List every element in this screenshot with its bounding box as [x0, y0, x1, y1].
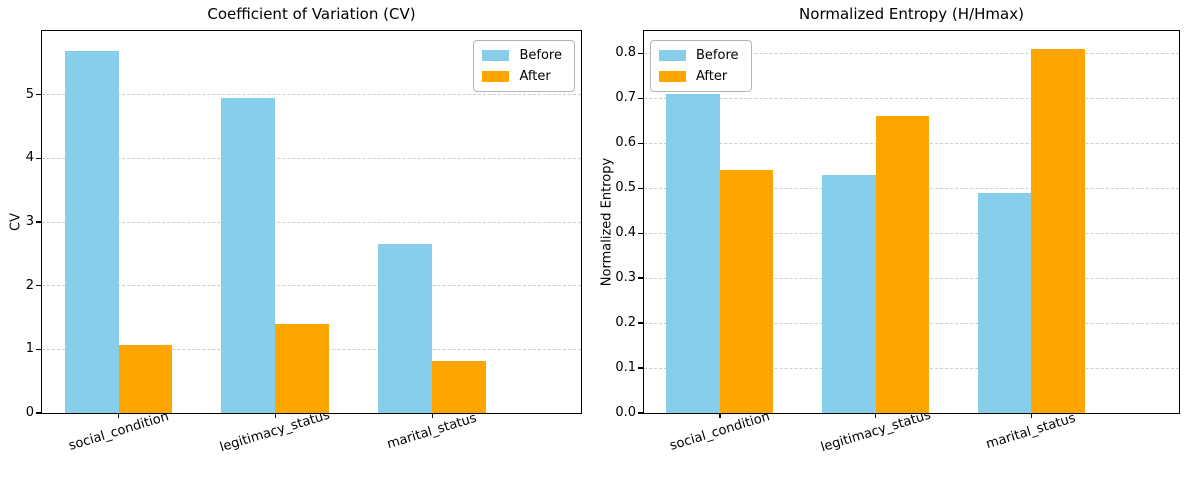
legend-swatch-after — [659, 71, 686, 82]
bar-before-legitimacy_status — [822, 174, 876, 413]
legend-item: Before — [482, 48, 562, 63]
legend-item: Before — [659, 48, 739, 63]
y-tick-mark — [36, 93, 41, 96]
y-tick-label: 0.7 — [615, 90, 636, 106]
bar-after-legitimacy_status — [875, 116, 930, 413]
y-tick-label: 0.5 — [615, 180, 636, 196]
bar-before-marital_status — [977, 192, 1032, 413]
y-tick-label: 0.6 — [615, 135, 636, 151]
legend-label: After — [696, 69, 728, 84]
y-tick-mark — [638, 232, 643, 234]
y-tick-mark — [638, 97, 643, 100]
chart-title: Normalized Entropy (H/Hmax) — [799, 5, 1024, 23]
y-tick-mark — [638, 322, 643, 324]
gridline — [644, 52, 1179, 54]
y-tick-mark — [36, 284, 41, 287]
y-tick-mark — [638, 142, 643, 145]
legend-label: Before — [519, 48, 562, 63]
y-tick-label: 0.0 — [615, 405, 636, 420]
legend: Before After — [473, 40, 575, 92]
bar-before-marital_status — [378, 243, 433, 413]
y-tick-label: 4 — [25, 150, 34, 166]
gridline — [644, 97, 1179, 99]
x-tick-mark — [719, 413, 721, 418]
bar-after-legitimacy_status — [275, 323, 330, 413]
y-tick-mark — [36, 412, 41, 414]
chart-title: Coefficient of Variation (CV) — [207, 5, 416, 23]
legend-label: Before — [696, 48, 739, 63]
bar-after-social_condition — [118, 344, 173, 413]
x-tick-mark — [431, 413, 433, 418]
legend-swatch-after — [482, 71, 510, 82]
bar-before-legitimacy_status — [221, 97, 276, 413]
y-tick-mark — [36, 221, 41, 223]
y-tick-label: 0.1 — [615, 360, 636, 376]
y-tick-mark — [638, 52, 643, 55]
gridline — [42, 221, 581, 223]
x-tick-mark — [117, 413, 120, 418]
legend-swatch-before — [659, 50, 686, 61]
x-tick-mark — [274, 413, 277, 418]
bar-after-marital_status — [1031, 48, 1085, 413]
y-tick-mark — [638, 367, 643, 369]
bar-before-social_condition — [666, 93, 720, 413]
legend-item: After — [659, 69, 739, 84]
y-tick-label: 3 — [25, 214, 34, 229]
plot-area: 0 1 2 3 4 5 social_condition legitimacy_status m… — [26, 30, 582, 455]
y-tick-label: 0.2 — [615, 315, 636, 331]
y-tick-label: 2 — [25, 277, 34, 293]
legend-item: After — [482, 69, 562, 84]
y-tick-label: 1 — [25, 341, 34, 357]
bar-after-social_condition — [719, 170, 774, 413]
y-tick-mark — [638, 412, 643, 414]
plot-area: 0.0 0.1 0.2 0.3 0.4 0.5 0.6 0.7 0.8 social_condit… — [615, 30, 1180, 455]
gridline — [42, 285, 581, 287]
x-tick-mark — [1030, 413, 1033, 418]
y-tick-mark — [638, 187, 643, 189]
legend: Before After — [650, 40, 752, 92]
y-tick-label: 0.4 — [615, 225, 636, 241]
x-tick-mark — [874, 413, 877, 418]
y-tick-mark — [36, 157, 41, 160]
gridline — [42, 157, 581, 159]
bar-before-social_condition — [64, 51, 119, 413]
y-tick-mark — [638, 277, 643, 279]
legend-swatch-before — [482, 50, 510, 61]
y-tick-label: 0.8 — [615, 45, 636, 61]
y-tick-label: 5 — [25, 86, 34, 102]
y-axis-label: Normalized Entropy — [599, 157, 615, 287]
y-tick-label: 0 — [25, 405, 34, 420]
legend-label: After — [519, 69, 551, 84]
bar-after-marital_status — [432, 360, 487, 413]
gridline — [42, 94, 581, 96]
y-tick-label: 0.3 — [615, 270, 636, 286]
y-tick-mark — [36, 348, 41, 351]
